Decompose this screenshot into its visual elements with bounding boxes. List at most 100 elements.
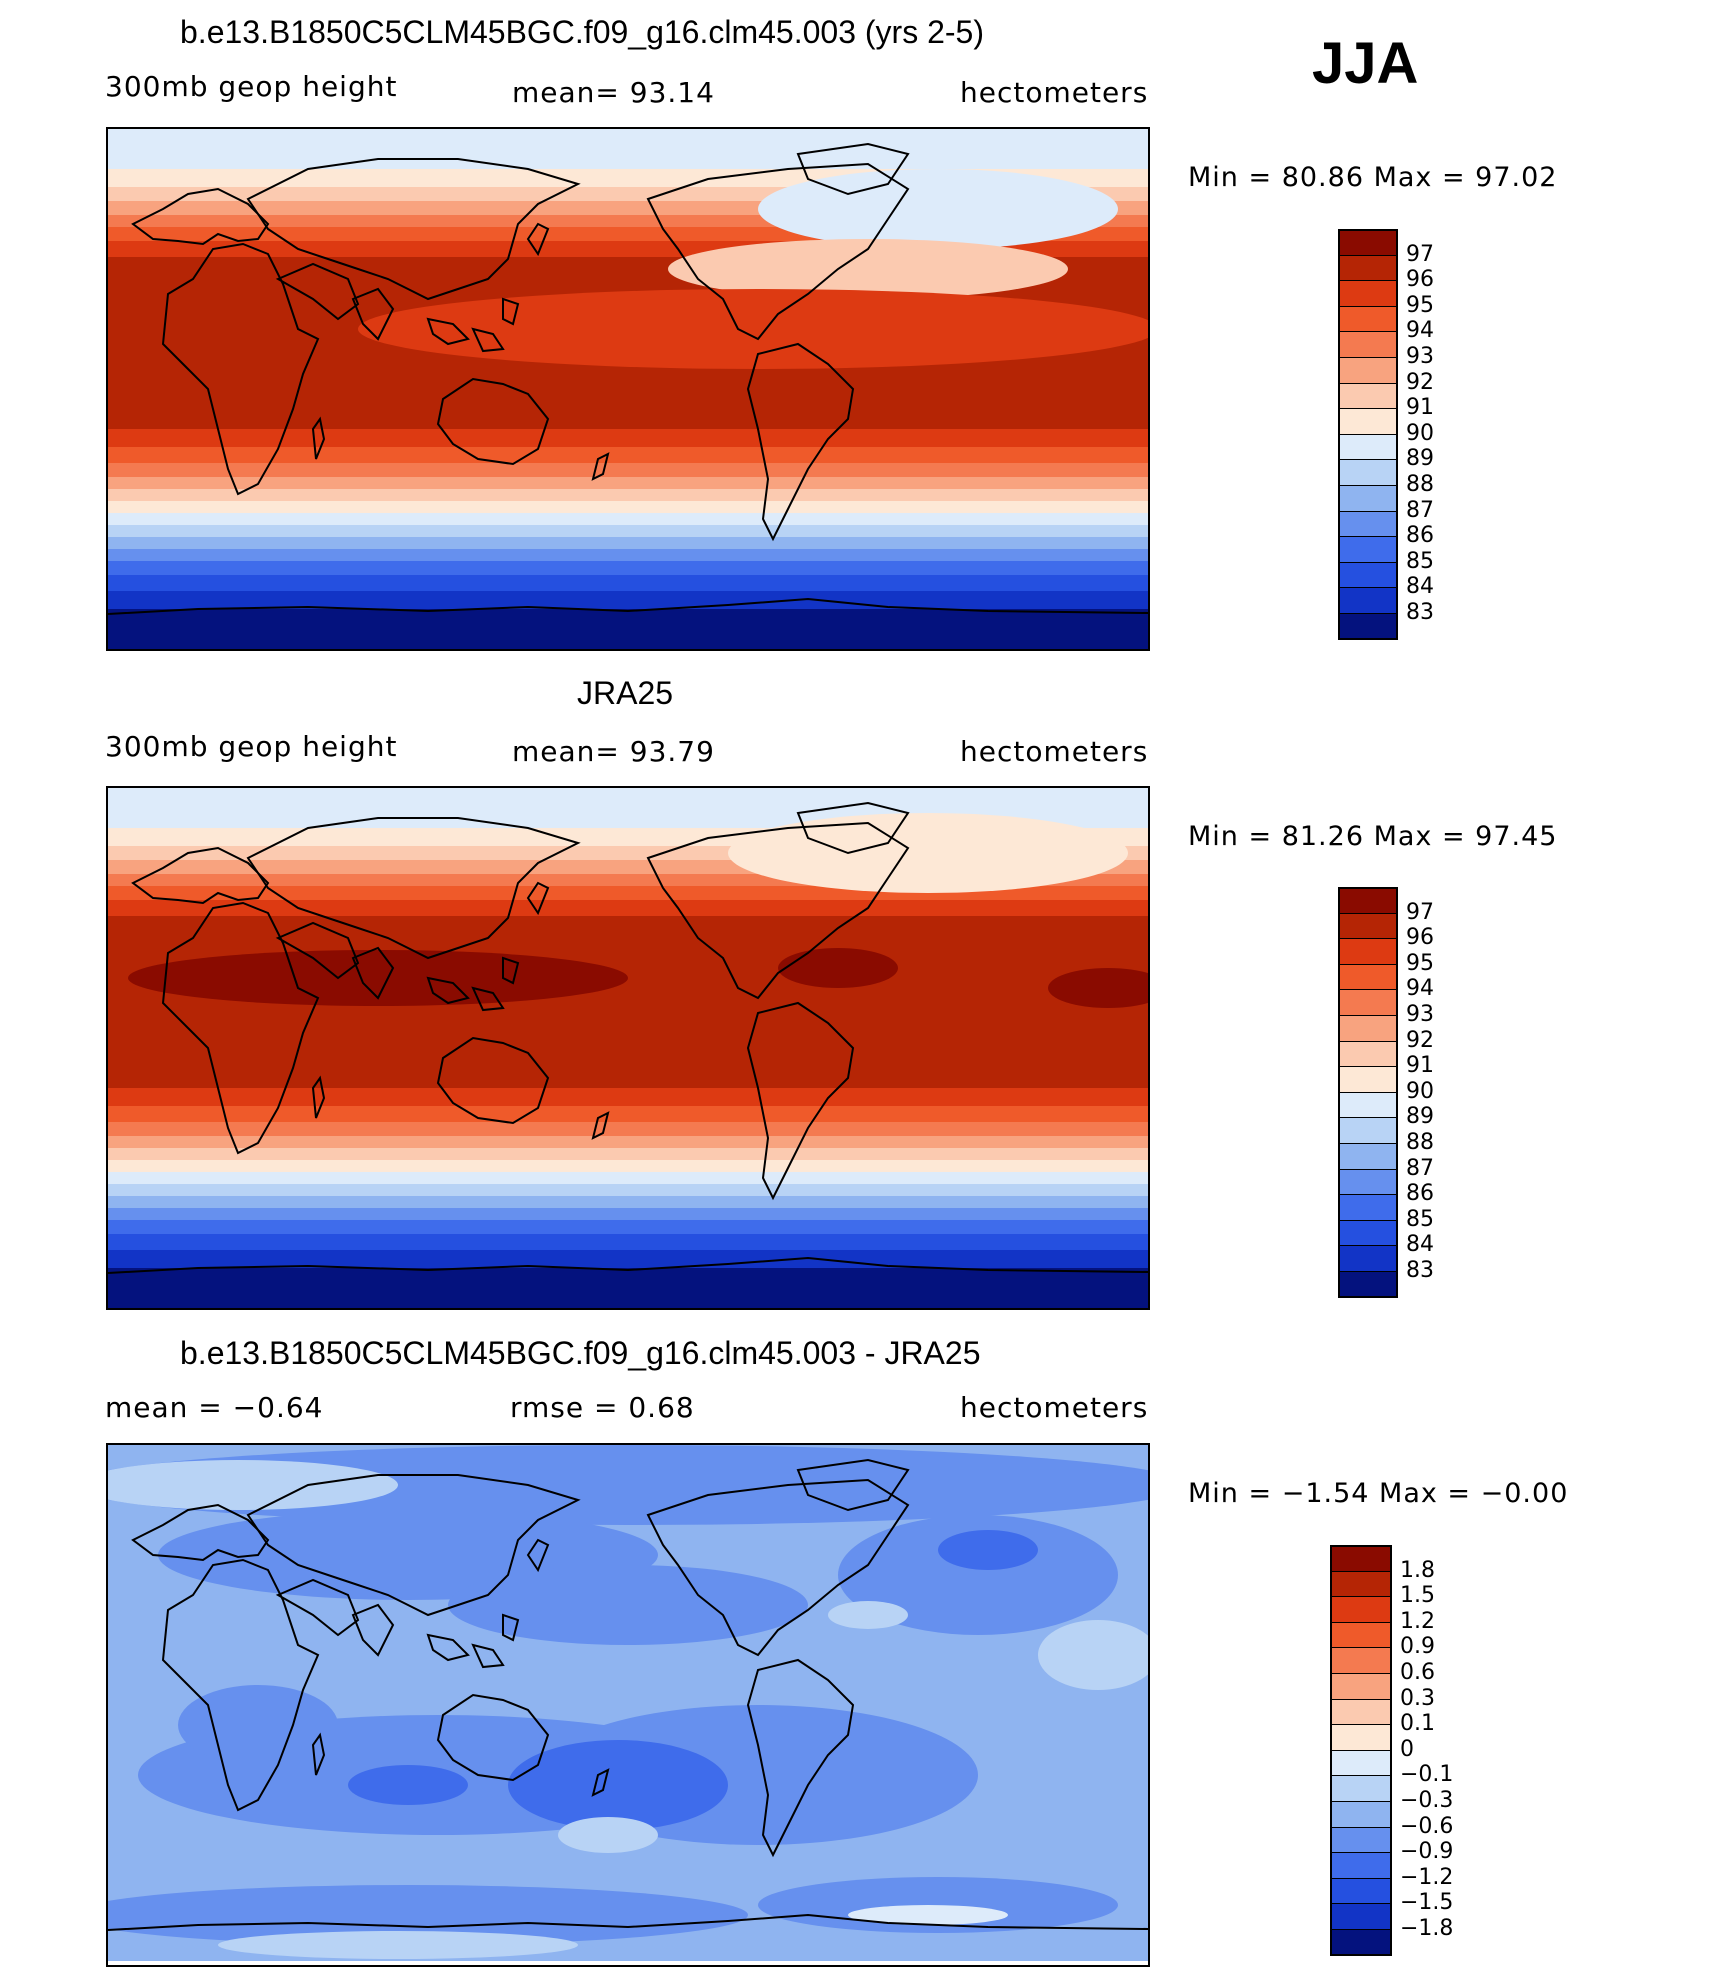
colorbar-cell [1338, 989, 1398, 1016]
coastline-9 [646, 162, 910, 341]
colorbar-cell [1338, 1117, 1398, 1144]
panel2-variable: 300mb geop height [105, 730, 398, 763]
colorbar-cell [1338, 485, 1398, 512]
contour-band-19 [108, 1220, 1148, 1235]
contour-band-9 [108, 429, 1148, 448]
colorbar-label: 92 [1406, 369, 1434, 395]
colorbar-label: 89 [1406, 446, 1434, 472]
contour-band-21 [108, 1250, 1148, 1269]
colorbar-label: 84 [1406, 1232, 1434, 1258]
colorbar-label: 93 [1406, 1002, 1434, 1027]
contour-band-20 [108, 575, 1148, 592]
colorbar-label: 87 [1406, 1155, 1434, 1181]
colorbar-label: 97 [1406, 899, 1434, 925]
contour-band-22 [108, 609, 1148, 649]
contour-band-19 [108, 561, 1148, 576]
colorbar-label: 91 [1406, 1053, 1434, 1079]
contour-band-12 [108, 477, 1148, 490]
coastline-12 [108, 1913, 1148, 1931]
coastline-12 [108, 1256, 1148, 1274]
coastline-12 [108, 597, 1148, 615]
colorbar-cell [1330, 1929, 1392, 1956]
diff-blob-15 [558, 1817, 658, 1853]
colorbar-label: −0.6 [1400, 1813, 1454, 1839]
colorbar-label: −0.9 [1400, 1839, 1454, 1865]
contour-band-21 [108, 591, 1148, 610]
colorbar-cell [1330, 1545, 1392, 1572]
colorbar-label: −1.2 [1400, 1864, 1454, 1890]
panel1-variable: 300mb geop height [105, 70, 398, 103]
colorbar-cell [1338, 963, 1398, 991]
panel1-title: b.e13.B1850C5CLM45BGC.f09_g16.clm45.003 … [180, 14, 984, 50]
panel3-mean: mean = −0.64 [105, 1391, 324, 1424]
colorbar-cell [1330, 1698, 1392, 1726]
colorbar-cell [1338, 536, 1398, 563]
colorbar-cell [1330, 1775, 1392, 1802]
contour-band-13 [108, 489, 1148, 502]
panel1-map [106, 127, 1150, 651]
colorbar-label: 95 [1406, 950, 1434, 976]
coastline-1 [311, 1075, 326, 1119]
colorbar-cell [1330, 1826, 1392, 1854]
colorbar-label: −1.8 [1400, 1916, 1454, 1941]
contour-band-10 [108, 447, 1148, 464]
diff-blob-13 [848, 1905, 1008, 1925]
contour-blob-1 [668, 239, 1068, 299]
contour-band-17 [108, 537, 1148, 550]
coastline-1 [311, 416, 326, 460]
colorbar-cell [1338, 1271, 1398, 1298]
colorbar-label: 85 [1406, 1206, 1434, 1232]
colorbar-cell [1330, 1724, 1392, 1751]
contour-band-0 [108, 129, 1148, 170]
colorbar-cell [1338, 887, 1398, 914]
coastline-10 [796, 1458, 910, 1512]
panel1-units: hectometers [960, 76, 1149, 109]
colorbar-label: 0 [1400, 1736, 1414, 1762]
contour-blob-3 [1048, 968, 1148, 1008]
diff-blob-10 [348, 1765, 468, 1805]
colorbar-cell [1330, 1903, 1392, 1930]
colorbar-cell [1338, 938, 1398, 965]
colorbar-label: 1.5 [1400, 1583, 1435, 1609]
colorbar-cell [1338, 912, 1398, 940]
colorbar-label: 0.6 [1400, 1660, 1435, 1685]
diff-blob-11 [938, 1530, 1038, 1570]
coastline-1 [311, 1732, 326, 1776]
contour-blob-2 [778, 948, 898, 988]
colorbar-cell [1338, 1040, 1398, 1068]
colorbar-label: 85 [1406, 548, 1434, 574]
coastline-6 [526, 1538, 550, 1573]
panel2-units: hectometers [960, 735, 1149, 768]
coastline-7 [436, 1036, 550, 1125]
colorbar-cell [1338, 1194, 1398, 1221]
diff-blob-3 [838, 1515, 1118, 1635]
coastline-9 [646, 821, 910, 1000]
coastline-3 [275, 921, 395, 1000]
contour-band-16 [108, 525, 1148, 538]
colorbar-label: 95 [1406, 292, 1434, 318]
colorbar-label: 90 [1406, 420, 1434, 446]
colorbar-label: 86 [1406, 523, 1434, 549]
colorbar-cell [1338, 357, 1398, 384]
colorbar-label: 86 [1406, 1181, 1434, 1207]
diff-blob-16 [1038, 1620, 1148, 1690]
colorbar-label: 0.3 [1400, 1685, 1435, 1711]
panel3-rmse: rmse = 0.68 [510, 1391, 695, 1424]
colorbar-cell [1338, 587, 1398, 614]
colorbar-cell [1338, 331, 1398, 358]
colorbar-label: 96 [1406, 267, 1434, 293]
colorbar-cell [1338, 561, 1398, 589]
colorbar-cell [1338, 254, 1398, 282]
contour-blob-0 [758, 169, 1118, 249]
colorbar-cell [1338, 1168, 1398, 1196]
coastline-10 [796, 801, 910, 855]
diff-blob-14 [828, 1601, 908, 1629]
coastline-9 [646, 1478, 910, 1657]
panel2-map [106, 786, 1150, 1310]
coastline-5 [426, 956, 520, 1012]
coastline-10 [796, 142, 910, 196]
panel2-minmax: Min = 81.26 Max = 97.45 [1188, 821, 1558, 852]
diff-blob-2 [448, 1565, 808, 1645]
colorbar-label: 89 [1406, 1104, 1434, 1130]
panel1-minmax: Min = 80.86 Max = 97.02 [1188, 162, 1558, 193]
